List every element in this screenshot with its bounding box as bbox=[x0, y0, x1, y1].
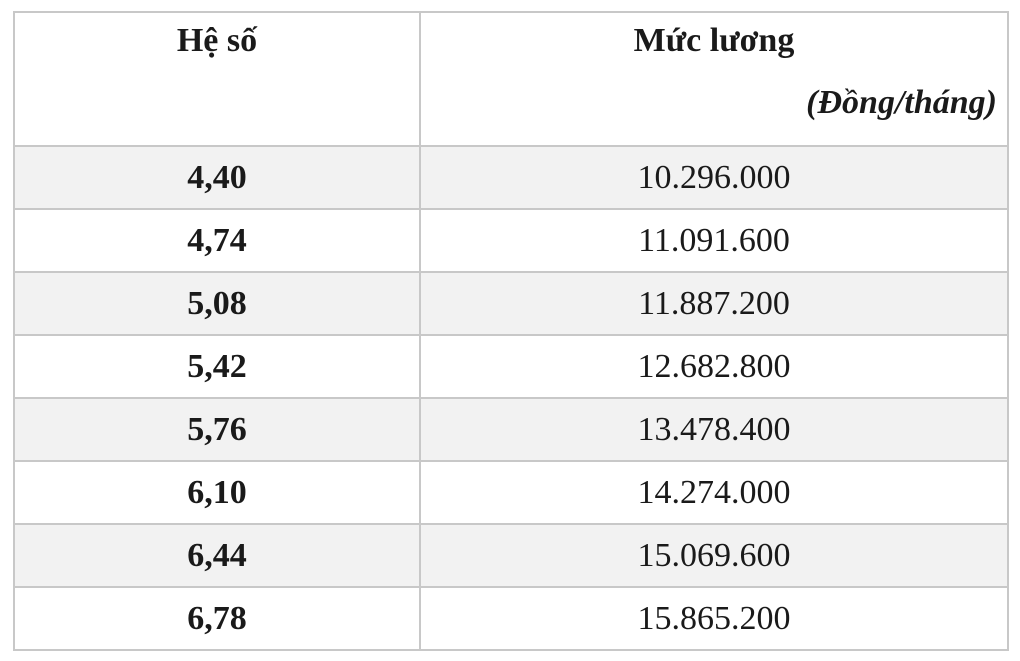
salary-cell: 11.887.200 bbox=[419, 271, 1009, 336]
salary-cell: 14.274.000 bbox=[419, 460, 1009, 525]
coefficient-cell: 6,10 bbox=[13, 460, 421, 525]
coefficient-cell: 5,42 bbox=[13, 334, 421, 399]
coefficient-cell: 5,76 bbox=[13, 397, 421, 462]
coefficient-cell: 6,44 bbox=[13, 523, 421, 588]
coefficient-cell: 6,78 bbox=[13, 586, 421, 651]
coefficient-cell: 4,74 bbox=[13, 208, 421, 273]
salary-table-container: Hệ số Mức lương (Đồng/tháng) 4,40 10.296… bbox=[13, 11, 1009, 651]
table-row: 4,74 11.091.600 bbox=[13, 208, 1009, 273]
table-row: 6,10 14.274.000 bbox=[13, 460, 1009, 525]
salary-cell: 10.296.000 bbox=[419, 145, 1009, 210]
table-row: 6,44 15.069.600 bbox=[13, 523, 1009, 588]
header-salary: Mức lương (Đồng/tháng) bbox=[419, 11, 1009, 147]
table-row: 5,42 12.682.800 bbox=[13, 334, 1009, 399]
header-salary-label: Mức lương bbox=[633, 22, 795, 59]
table-header-row: Hệ số Mức lương (Đồng/tháng) bbox=[13, 11, 1009, 147]
salary-cell: 13.478.400 bbox=[419, 397, 1009, 462]
table-row: 5,76 13.478.400 bbox=[13, 397, 1009, 462]
salary-cell: 11.091.600 bbox=[419, 208, 1009, 273]
table-row: 5,08 11.887.200 bbox=[13, 271, 1009, 336]
table-row: 4,40 10.296.000 bbox=[13, 145, 1009, 210]
coefficient-cell: 5,08 bbox=[13, 271, 421, 336]
salary-cell: 12.682.800 bbox=[419, 334, 1009, 399]
coefficient-cell: 4,40 bbox=[13, 145, 421, 210]
header-coefficient: Hệ số bbox=[13, 11, 421, 147]
header-salary-unit: (Đồng/tháng) bbox=[806, 84, 997, 121]
salary-cell: 15.865.200 bbox=[419, 586, 1009, 651]
table-row: 6,78 15.865.200 bbox=[13, 586, 1009, 651]
salary-table: Hệ số Mức lương (Đồng/tháng) 4,40 10.296… bbox=[13, 11, 1009, 651]
salary-cell: 15.069.600 bbox=[419, 523, 1009, 588]
